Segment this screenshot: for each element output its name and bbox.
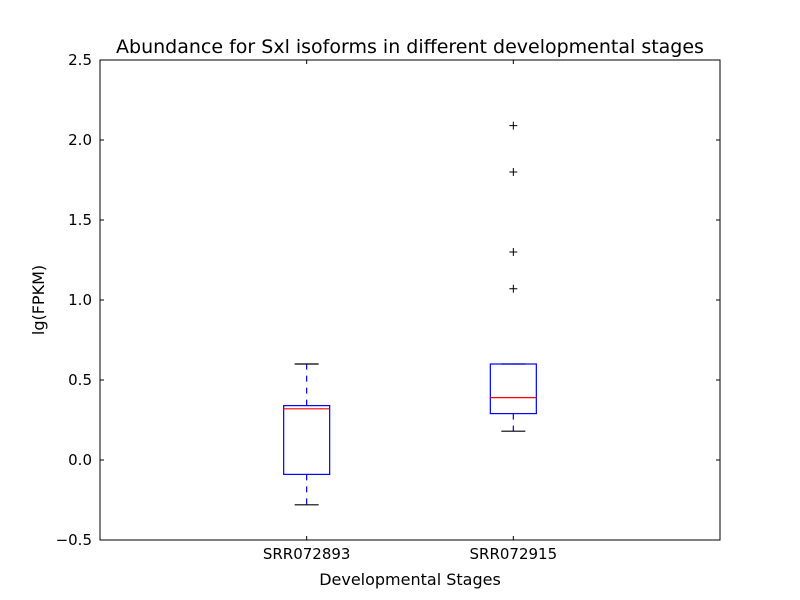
outlier-point — [509, 121, 518, 130]
outlier-point — [509, 284, 518, 293]
x-tick-label: SRR072915 — [470, 545, 558, 563]
y-axis-label: lg(FPKM) — [29, 265, 48, 335]
plot-area: −0.5 0.0 0.5 1.0 1.5 2.0 2.5 SRR072893 SRR072915 — [56, 51, 720, 563]
y-tick-label: 2.0 — [68, 131, 92, 149]
box-iqr — [283, 405, 331, 476]
y-tick-label: 0.5 — [68, 371, 92, 389]
box-iqr — [489, 363, 537, 415]
y-tick-label: 0.0 — [68, 451, 92, 469]
y-tick-label: 1.0 — [68, 291, 92, 309]
axes-frame — [99, 59, 721, 541]
x-axis-label: Developmental Stages — [319, 570, 501, 589]
y-tick-label: −0.5 — [56, 531, 92, 549]
y-tick-label: 1.5 — [68, 211, 92, 229]
x-tick-label: SRR072893 — [263, 545, 351, 563]
y-tick-label: 2.5 — [68, 51, 92, 69]
chart-title: Abundance for Sxl isoforms in different … — [116, 36, 704, 58]
outlier-point — [509, 168, 518, 176]
outlier-point — [509, 248, 518, 256]
